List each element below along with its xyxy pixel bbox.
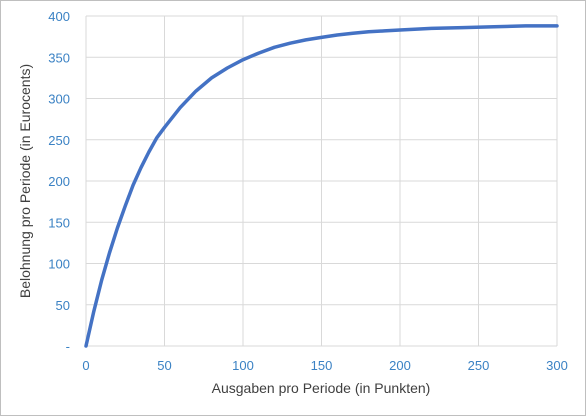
x-tick-label: 250: [468, 358, 490, 373]
series-line: [84, 24, 559, 348]
x-tick-label: 50: [157, 358, 171, 373]
gridlines: [85, 15, 558, 347]
x-tick-label: 200: [389, 358, 411, 373]
x-tick-label: 100: [232, 358, 254, 373]
y-tick-label: -: [66, 339, 70, 354]
y-axis-label: Belohnung pro Periode (in Eurocents): [17, 64, 33, 298]
y-tick-label: 400: [48, 9, 70, 24]
x-tick-label: 0: [82, 358, 89, 373]
x-tick-label: 150: [311, 358, 333, 373]
y-tick-label: 50: [56, 298, 70, 313]
y-tick-label: 100: [48, 257, 70, 272]
x-tick-label: 300: [546, 358, 568, 373]
y-tick-label: 350: [48, 50, 70, 65]
y-tick-label: 250: [48, 133, 70, 148]
y-tick-label: 150: [48, 215, 70, 230]
y-tick-label: 200: [48, 174, 70, 189]
y-axis-ticks: - 50 100 150 200 250 300 350 400: [48, 9, 70, 354]
y-tick-label: 300: [48, 92, 70, 107]
series-group: [84, 24, 559, 348]
x-axis-label: Ausgaben pro Periode (in Punkten): [212, 380, 431, 396]
x-axis-ticks: 0 50 100 150 200 250 300: [82, 358, 567, 373]
